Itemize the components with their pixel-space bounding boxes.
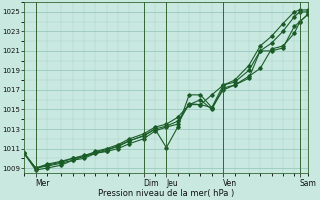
- X-axis label: Pression niveau de la mer( hPa ): Pression niveau de la mer( hPa ): [98, 189, 235, 198]
